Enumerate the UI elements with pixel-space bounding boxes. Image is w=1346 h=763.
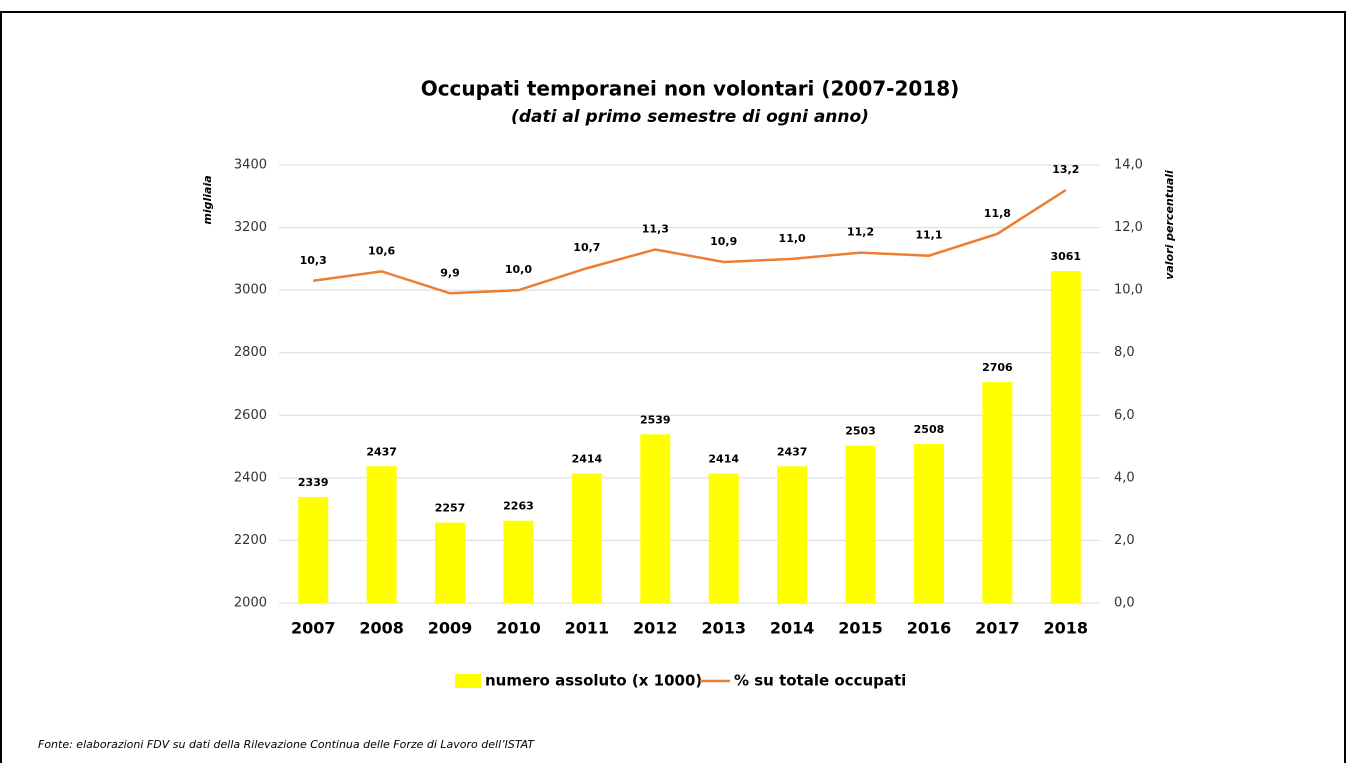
bar: [503, 520, 534, 603]
line-value-label: 11,3: [642, 222, 669, 235]
x-tick-label: 2010: [496, 619, 541, 638]
y2-tick-label: 2,0: [1114, 533, 1135, 548]
chart-subtitle: (dati al primo semestre di ogni anno): [511, 107, 869, 127]
bar: [913, 444, 944, 603]
y-tick-label: 3000: [234, 283, 267, 298]
y-tick-label: 2600: [234, 408, 267, 423]
y2-tick-label: 14,0: [1114, 158, 1143, 173]
y2-tick-label: 4,0: [1114, 470, 1135, 485]
y-tick-label: 2200: [234, 533, 267, 548]
line-value-label: 11,0: [779, 232, 806, 245]
line-value-label: 9,9: [440, 266, 460, 279]
bar: [845, 445, 876, 603]
y-tick-label: 3400: [234, 158, 267, 173]
x-tick-label: 2015: [838, 619, 883, 638]
line-value-label: 10,3: [300, 254, 327, 267]
x-tick-label: 2018: [1044, 619, 1089, 638]
x-tick-label: 2012: [633, 619, 678, 638]
bar: [1050, 271, 1081, 603]
x-tick-label: 2016: [907, 619, 952, 638]
bar-value-label: 2437: [366, 445, 397, 458]
line-value-label: 13,2: [1052, 163, 1079, 176]
x-tick-label: 2014: [770, 619, 815, 638]
y2-tick-label: 12,0: [1114, 220, 1143, 235]
line-value-label: 10,7: [573, 241, 600, 254]
bar: [435, 522, 466, 603]
bar: [708, 473, 739, 603]
bar-value-label: 2414: [572, 452, 603, 465]
bar-value-label: 2263: [503, 500, 534, 513]
bar: [298, 496, 329, 603]
y2-tick-label: 10,0: [1114, 283, 1143, 298]
bar-value-label: 2503: [845, 425, 876, 438]
bar: [571, 473, 602, 603]
y2-tick-label: 8,0: [1114, 345, 1135, 360]
y-tick-label: 2400: [234, 470, 267, 485]
bar-value-label: 2706: [982, 361, 1013, 374]
bar-value-label: 3061: [1050, 250, 1081, 263]
y2-axis-label: valori percentuali: [1163, 170, 1176, 280]
bar-value-label: 2414: [708, 452, 739, 465]
bar: [982, 382, 1013, 603]
legend-swatch: [455, 674, 481, 688]
bar-value-label: 2539: [640, 413, 671, 426]
x-tick-label: 2011: [565, 619, 610, 638]
line-value-label: 10,6: [368, 244, 395, 257]
line-value-label: 10,0: [505, 263, 532, 276]
line-value-label: 11,8: [984, 207, 1011, 220]
y2-tick-label: 6,0: [1114, 408, 1135, 423]
line-value-label: 11,1: [915, 229, 942, 242]
chart-title: Occupati temporanei non volontari (2007-…: [421, 77, 960, 101]
y-tick-label: 2800: [234, 345, 267, 360]
frame: [0, 11, 1346, 763]
bar-value-label: 2257: [435, 502, 466, 515]
bar-value-label: 2508: [914, 423, 945, 436]
x-tick-label: 2009: [428, 619, 473, 638]
x-tick-label: 2013: [701, 619, 746, 638]
line: [313, 188, 1067, 295]
legend-label: % su totale occupati: [734, 672, 906, 690]
line-value-label: 11,2: [847, 226, 874, 239]
bar: [366, 466, 397, 603]
y-tick-label: 2000: [234, 596, 267, 611]
line-value-label: 10,9: [710, 235, 737, 248]
bar: [777, 466, 808, 603]
bar-value-label: 2437: [777, 445, 808, 458]
y-axis-label: migliaia: [201, 175, 214, 224]
bar: [640, 434, 671, 603]
y-tick-label: 3200: [234, 220, 267, 235]
x-tick-label: 2008: [359, 619, 404, 638]
legend-label: numero assoluto (x 1000): [485, 672, 702, 690]
x-tick-label: 2017: [975, 619, 1020, 638]
source-note: Fonte: elaborazioni FDV su dati della Ri…: [38, 738, 535, 751]
x-tick-label: 2007: [291, 619, 336, 638]
bar-value-label: 2339: [298, 476, 329, 489]
y2-tick-label: 0,0: [1114, 596, 1135, 611]
